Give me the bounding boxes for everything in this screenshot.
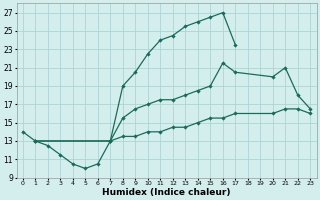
X-axis label: Humidex (Indice chaleur): Humidex (Indice chaleur)	[102, 188, 231, 197]
